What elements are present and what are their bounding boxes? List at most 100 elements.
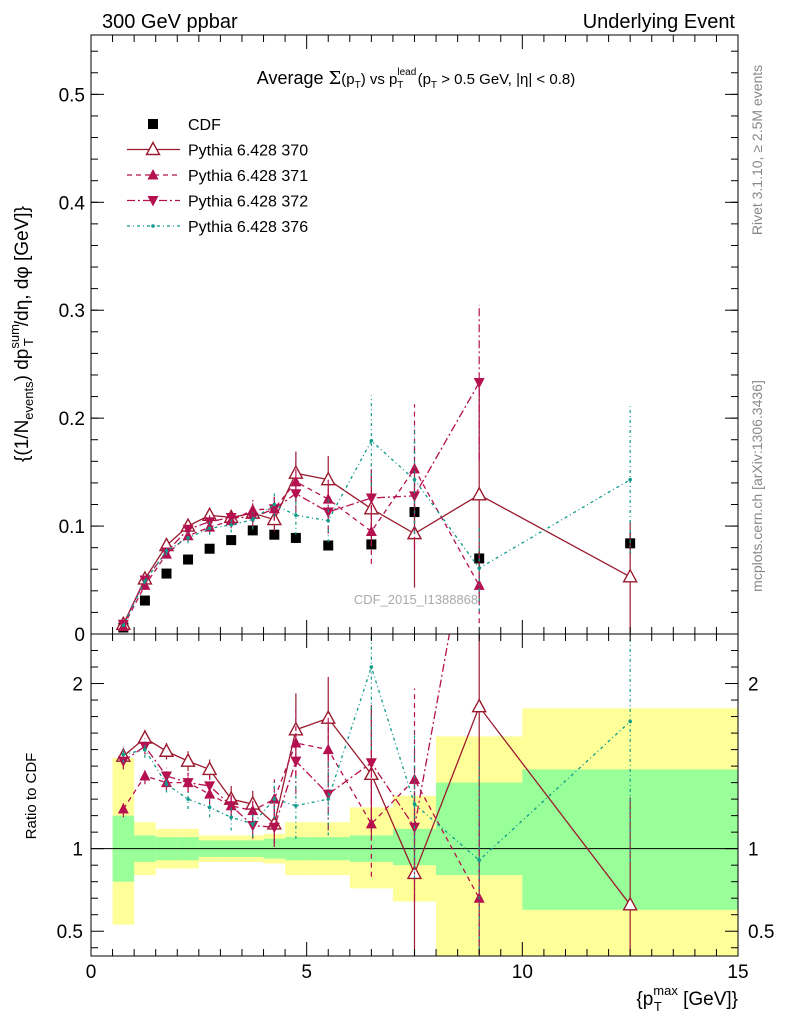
- line-p372: [122, 634, 451, 829]
- xlabel-open: {p: [636, 989, 653, 1010]
- ratio-ytick-label: 0.5: [57, 922, 83, 943]
- legend-marker: [148, 119, 158, 129]
- point-p372: [204, 781, 216, 792]
- point-p372: [365, 493, 377, 505]
- ylabel-t: T: [21, 338, 36, 346]
- legend-label: CDF: [188, 117, 221, 134]
- point-data: [204, 543, 215, 554]
- point-data: [323, 540, 334, 551]
- series-p372: [117, 304, 485, 631]
- point-p370: [158, 742, 175, 757]
- main-ylabel: {(1/Nevents) dpsumT/dη, dφ [GeV]}: [7, 206, 36, 462]
- point-p376: [272, 797, 277, 801]
- point-p372: [182, 524, 194, 536]
- xtick-label: 10: [512, 962, 533, 983]
- point-p376: [164, 782, 169, 787]
- xlabel-rest: [GeV]}: [678, 989, 738, 1010]
- point-p376: [628, 477, 632, 482]
- main-panel: 00.10.20.30.40.5 Average Σ(pT) vs plead T…: [59, 34, 739, 646]
- xtick-label: 15: [727, 962, 748, 983]
- legend-marker: [145, 141, 161, 156]
- ratio-ylabel: Ratio to CDF: [23, 753, 40, 840]
- point-p370: [137, 729, 153, 744]
- line-p372: [122, 382, 480, 625]
- point-p371: [365, 525, 377, 536]
- point-p372: [473, 378, 485, 389]
- series-p376: [121, 395, 632, 628]
- title-lead-sup: lead: [397, 67, 416, 78]
- xlabel: {pmax T [GeV]}: [636, 983, 738, 1014]
- xlabel-t: T: [654, 999, 662, 1014]
- title-cuts-rest: > 0.5 GeV, |η| < 0.8): [437, 71, 575, 88]
- ylabel-sum: sum: [7, 324, 22, 349]
- ytick-label: 0.3: [59, 301, 85, 322]
- point-p372: [160, 771, 172, 783]
- point-data: [139, 595, 150, 606]
- legend-entry-p370: Pythia 6.428 370: [127, 141, 308, 160]
- legend-marker: [147, 196, 159, 207]
- watermark: CDF_2015_I1388868: [354, 592, 478, 607]
- point-p372: [290, 756, 302, 768]
- point-p370: [471, 486, 487, 501]
- point-p376: [229, 523, 233, 527]
- point-p372: [225, 512, 237, 524]
- ytick-label: 0.2: [59, 409, 85, 430]
- ratio-ytick-label: 2: [72, 675, 83, 696]
- legend-label: Pythia 6.428 370: [188, 143, 308, 160]
- ytick-label: 0.4: [59, 193, 86, 214]
- legend-entry-p372: Pythia 6.428 372: [127, 194, 308, 211]
- ytick-label: 0.1: [59, 517, 85, 538]
- title-pt-close: ) vs p: [361, 71, 398, 88]
- line-p370: [122, 472, 631, 625]
- point-p370: [180, 752, 196, 767]
- title-pt: (p: [341, 71, 354, 88]
- point-p371: [139, 770, 151, 781]
- point-p376: [121, 623, 126, 628]
- legend-label: Pythia 6.428 371: [188, 168, 308, 185]
- point-p376: [207, 526, 212, 531]
- header-right: Underlying Event: [583, 11, 736, 33]
- point-p371: [365, 817, 377, 829]
- title-lead-sub: T: [397, 80, 403, 91]
- point-p376: [121, 752, 126, 757]
- ylabel-dp: ) dp: [12, 349, 33, 382]
- ylabel-rest: /dη, dφ [GeV]}: [12, 206, 33, 326]
- point-p376: [369, 665, 374, 669]
- point-p376: [207, 805, 212, 810]
- point-p376: [477, 858, 482, 863]
- rivet-label: Rivet 3.1.10, ≥ 2.5M events: [749, 65, 765, 235]
- ylabel-norm: {(1/N: [12, 420, 33, 462]
- point-data: [183, 554, 194, 565]
- title-cuts-sub: T: [431, 80, 437, 91]
- mcplots-label: mcplots.cern.ch [arXiv:1306.3436]: [749, 380, 765, 592]
- point-p370: [320, 709, 336, 724]
- legend-entry-p371: Pythia 6.428 371: [127, 168, 308, 185]
- point-p370: [622, 896, 638, 911]
- point-p376: [186, 536, 190, 540]
- legend-marker: [151, 224, 155, 228]
- point-data: [290, 532, 301, 543]
- point-data: [269, 529, 280, 540]
- point-p376: [369, 439, 374, 443]
- point-p376: [412, 477, 417, 482]
- ratio-ytick-label-right: 1: [748, 840, 759, 861]
- point-p372: [182, 778, 194, 789]
- ratio-ytick-label-right: 2: [748, 675, 759, 696]
- ratio-ytick-label-right: 0.5: [748, 922, 774, 943]
- point-p376: [250, 517, 255, 522]
- point-p376: [186, 797, 190, 801]
- point-p376: [412, 802, 417, 806]
- title-pt-sub: T: [355, 80, 361, 91]
- title-cuts: (p: [413, 71, 431, 88]
- point-data: [226, 535, 237, 546]
- point-p371: [409, 773, 420, 784]
- point-p376: [326, 797, 331, 801]
- point-p371: [117, 803, 129, 814]
- legend-marker: [147, 169, 159, 180]
- point-p371: [322, 743, 334, 755]
- point-p370: [201, 760, 218, 776]
- point-p376: [477, 566, 482, 570]
- point-p372: [365, 758, 377, 769]
- point-p376: [294, 803, 298, 808]
- xlabel-max: max: [653, 983, 678, 998]
